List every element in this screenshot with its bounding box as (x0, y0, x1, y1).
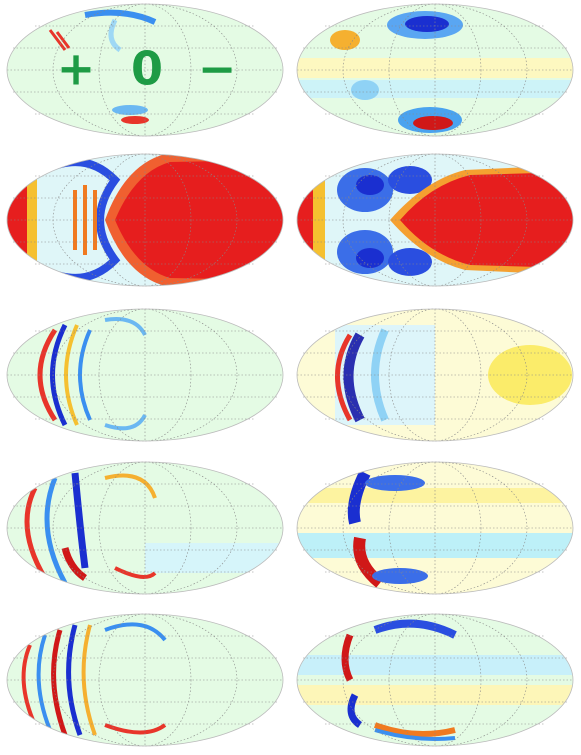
map-panel (296, 3, 574, 137)
map-panel (296, 613, 574, 747)
sign-label: − (198, 42, 237, 96)
map-panel (6, 153, 284, 287)
map-panel (296, 308, 574, 442)
map-panel (6, 308, 284, 442)
map-panel (6, 3, 284, 137)
map-panel (6, 613, 284, 747)
map-panel (6, 461, 284, 595)
sign-label: + (57, 42, 96, 96)
map-panel (296, 461, 574, 595)
map-panel (296, 153, 574, 287)
sign-label: 0 (131, 42, 163, 96)
